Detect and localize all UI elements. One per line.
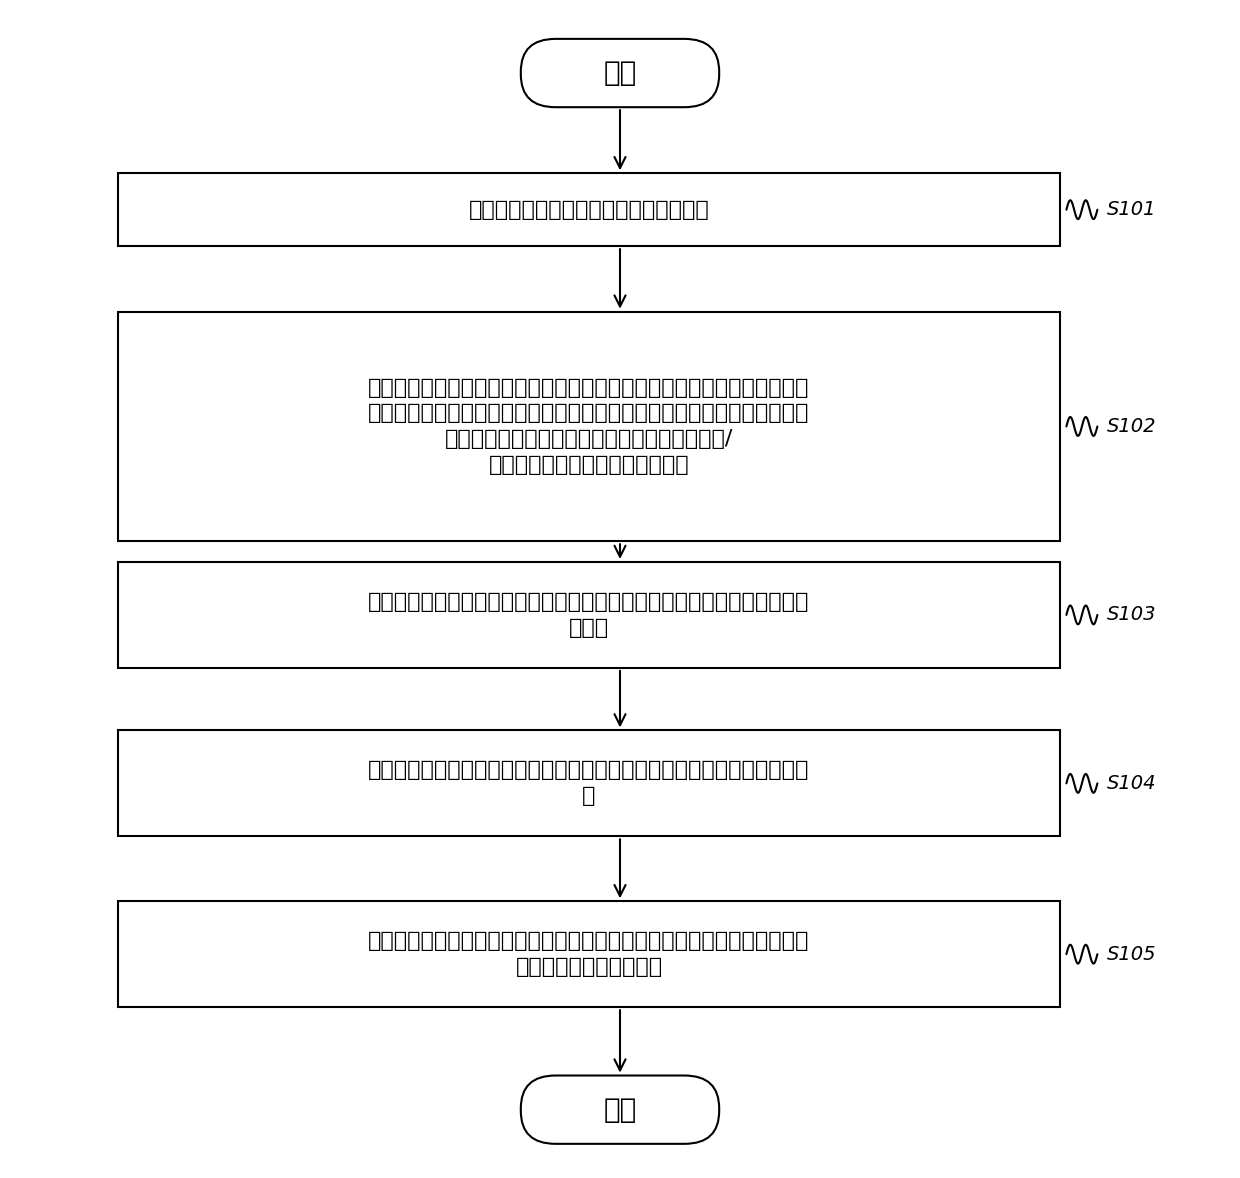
Text: S104: S104 (1107, 774, 1157, 793)
Text: S101: S101 (1107, 200, 1157, 219)
Text: S102: S102 (1107, 417, 1157, 436)
Bar (118, 901, 1060, 1007)
Text: 或字向量表示、以及位置向量表示: 或字向量表示、以及位置向量表示 (489, 456, 689, 475)
Text: 果: 果 (583, 787, 595, 806)
Text: 基于训练标签结果和所述标准标签序列，对序列标注模型进行迭代修正，得: 基于训练标签结果和所述标准标签序列，对序列标注模型进行迭代修正，得 (368, 932, 810, 951)
Bar (118, 312, 1060, 542)
Text: 开始: 开始 (604, 59, 636, 87)
Text: S103: S103 (1107, 605, 1157, 624)
Text: 将初始向量序列输入序列标注模型的特征提取网络，采用注意力机制得到特: 将初始向量序列输入序列标注模型的特征提取网络，采用注意力机制得到特 (368, 593, 810, 611)
Text: 结束: 结束 (604, 1096, 636, 1124)
Text: 络获得样本序列的初始向量序列，初始向量序列包括样本序列中每个元素的: 络获得样本序列的初始向量序列，初始向量序列包括样本序列中每个元素的 (368, 404, 810, 423)
Text: 特征向量表示，特征向量表示包括词向量表示和/: 特征向量表示，特征向量表示包括词向量表示和/ (445, 430, 733, 449)
Text: 将样本序列输入预先建立的序列标注模型，利用序列标注模型的初始特征网: 将样本序列输入预先建立的序列标注模型，利用序列标注模型的初始特征网 (368, 378, 810, 397)
Text: S105: S105 (1107, 945, 1157, 964)
Bar (118, 173, 1060, 246)
FancyBboxPatch shape (521, 1076, 719, 1144)
Bar (118, 562, 1060, 668)
Text: 获得样本序列和样本序列的标准标签序列: 获得样本序列和样本序列的标准标签序列 (469, 200, 709, 219)
FancyBboxPatch shape (521, 39, 719, 107)
Text: 将特征序列输入序列标注模型的标签预测网络，得到样本序列的训练标签结: 将特征序列输入序列标注模型的标签预测网络，得到样本序列的训练标签结 (368, 761, 810, 780)
Bar (118, 730, 1060, 836)
Text: 征序列: 征序列 (569, 618, 609, 637)
Text: 到训练后的序列标注模型: 到训练后的序列标注模型 (516, 958, 662, 977)
